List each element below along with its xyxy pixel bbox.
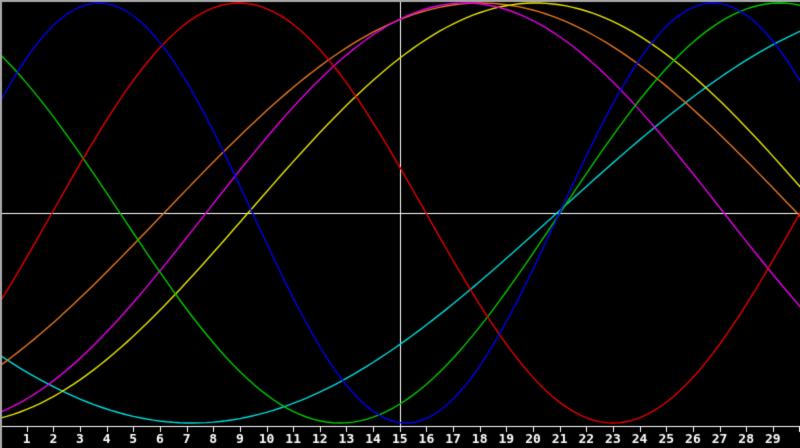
biorhythm-chart-window <box>0 0 800 448</box>
biorhythm-chart-canvas <box>0 0 800 448</box>
